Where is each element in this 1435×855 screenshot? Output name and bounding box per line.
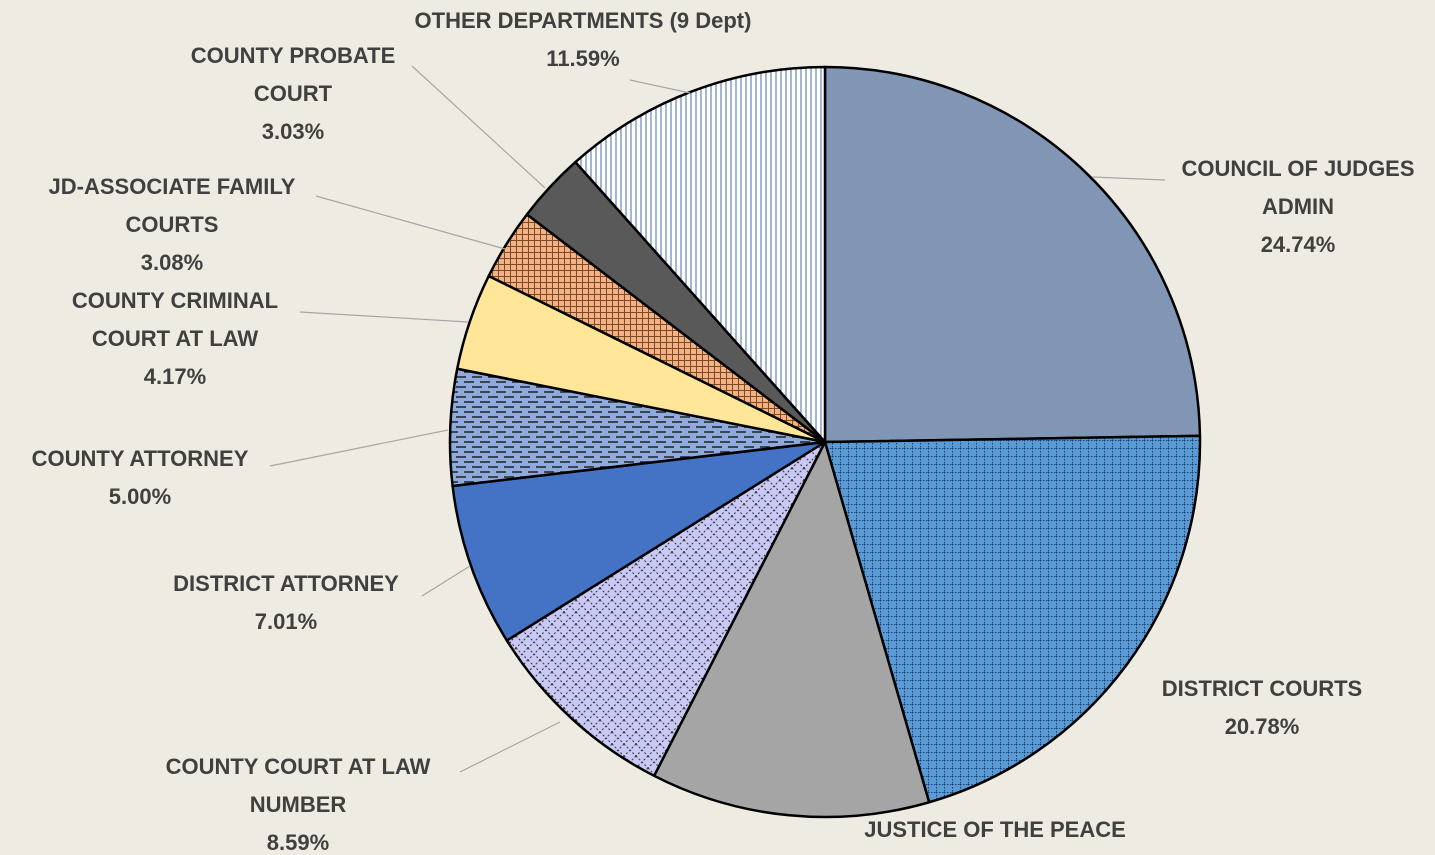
label-line: COURT bbox=[254, 81, 333, 106]
label-line: ADMIN bbox=[1262, 194, 1334, 219]
label-line: JD-ASSOCIATE FAMILY bbox=[49, 174, 296, 199]
leader-line bbox=[459, 721, 561, 773]
label-line: COUNTY ATTORNEY bbox=[32, 446, 249, 471]
slice-label: COUNTY PROBATE COURT bbox=[191, 43, 396, 106]
slice-label: COUNTY ATTORNEY bbox=[32, 446, 249, 471]
pie-slice bbox=[654, 442, 930, 817]
label-line: DISTRICT COURTS bbox=[1162, 676, 1362, 701]
slice-border bbox=[823, 65, 1202, 444]
slice-border bbox=[823, 434, 1202, 804]
leader-line bbox=[269, 429, 449, 467]
leader-line bbox=[1091, 176, 1166, 181]
value-label: 4.17% bbox=[144, 364, 206, 389]
pie-slice bbox=[457, 275, 825, 442]
slice-label: DISTRICT ATTORNEY bbox=[173, 571, 399, 596]
slice-pattern bbox=[825, 435, 1200, 803]
label-line: COURT AT LAW bbox=[92, 326, 258, 351]
label-line: COUNCIL OF JUDGES bbox=[1181, 156, 1414, 181]
slice-pattern bbox=[488, 214, 825, 442]
slice-pattern bbox=[575, 67, 825, 442]
slice-label: OTHER DEPARTMENTS (9 Dept) bbox=[415, 8, 752, 33]
value-label: 8.59% bbox=[267, 830, 329, 855]
leader-line bbox=[421, 565, 471, 597]
label-line: DISTRICT ATTORNEY bbox=[173, 571, 399, 596]
label-line: NUMBER bbox=[250, 792, 347, 817]
pie-slice bbox=[526, 162, 825, 442]
label-line: OTHER DEPARTMENTS (9 Dept) bbox=[415, 8, 752, 33]
pie-slice bbox=[825, 67, 1200, 442]
value-label: 24.74% bbox=[1261, 232, 1336, 257]
leader-line bbox=[629, 79, 691, 94]
leader-line bbox=[315, 195, 506, 250]
value-label: 11.59% bbox=[546, 46, 619, 71]
pie-slice bbox=[452, 442, 825, 641]
slice-border bbox=[574, 65, 827, 444]
leader-line bbox=[411, 65, 546, 189]
value-label: 5.00% bbox=[109, 484, 171, 509]
label-line: COURTS bbox=[126, 212, 219, 237]
slice-label: DISTRICT COURTS bbox=[1162, 676, 1362, 701]
slice-label: COUNTY COURT AT LAW NUMBER bbox=[166, 754, 431, 817]
value-label: 20.78% bbox=[1225, 714, 1300, 739]
value-label: 3.08% bbox=[141, 250, 203, 275]
slice-label: COUNCIL OF JUDGES ADMIN bbox=[1181, 156, 1414, 219]
slice-border bbox=[652, 440, 931, 819]
slice-pattern bbox=[506, 442, 825, 776]
value-label: 7.01% bbox=[255, 609, 317, 634]
slice-label: JUSTICE OF THE PEACE bbox=[864, 817, 1126, 842]
label-line: COUNTY CRIMINAL bbox=[72, 288, 278, 313]
leader-line bbox=[299, 311, 469, 323]
label-line: JUSTICE OF THE PEACE bbox=[864, 817, 1126, 842]
slice-border bbox=[505, 440, 827, 778]
label-line: COUNTY COURT AT LAW bbox=[166, 754, 431, 779]
label-line: COUNTY PROBATE bbox=[191, 43, 396, 68]
slice-label: COUNTY CRIMINAL COURT AT LAW bbox=[72, 288, 278, 351]
slice-border bbox=[451, 440, 827, 642]
slice-pattern bbox=[450, 368, 825, 486]
value-label: 3.03% bbox=[262, 119, 324, 144]
slice-label: JD-ASSOCIATE FAMILY COURTS bbox=[49, 174, 296, 237]
